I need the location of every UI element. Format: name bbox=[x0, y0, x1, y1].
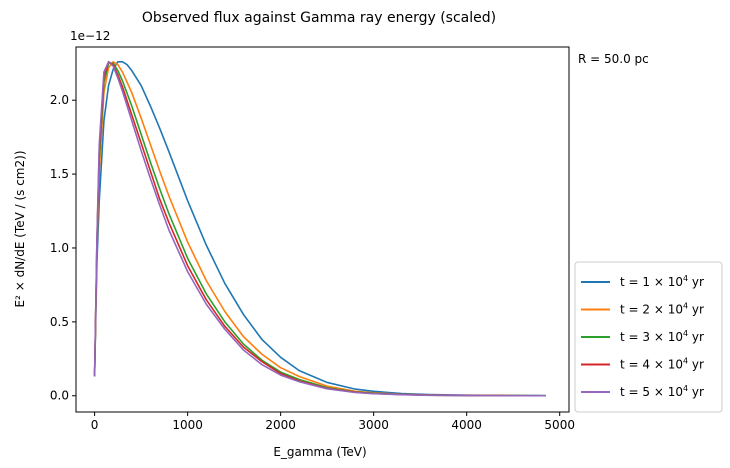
y-offset-label: 1e−12 bbox=[70, 29, 110, 43]
series-line-5 bbox=[93, 60, 546, 397]
legend-entry-label: t = 3 × 104 yr bbox=[620, 329, 704, 344]
plot-area bbox=[75, 46, 570, 413]
y-tick-label: 2.0 bbox=[50, 93, 69, 107]
legend-entry-label: t = 5 × 104 yr bbox=[620, 384, 704, 399]
y-tick-label: 0.5 bbox=[50, 315, 69, 329]
legend-entry-label: t = 4 × 104 yr bbox=[620, 357, 704, 372]
chart-title: Observed flux against Gamma ray energy (… bbox=[142, 10, 496, 26]
x-tick-label: 0 bbox=[91, 418, 99, 432]
x-tick-label: 3000 bbox=[358, 418, 389, 432]
legend: t = 1 × 104 yr t = 2 × 104 yr t = 3 × 104 … bbox=[574, 261, 723, 413]
x-tick-label: 4000 bbox=[451, 418, 482, 432]
series-lines bbox=[93, 60, 546, 397]
y-axis-ticks: 0.0 0.5 1.0 1.5 2.0 bbox=[50, 93, 76, 403]
y-axis-label: E² × dN/dE (TeV / (s cm2)) bbox=[13, 151, 27, 308]
y-tick-label: 1.0 bbox=[50, 241, 69, 255]
x-tick-label: 1000 bbox=[172, 418, 203, 432]
annotation-radius: R = 50.0 pc bbox=[578, 52, 649, 66]
x-axis-label: E_gamma (TeV) bbox=[273, 445, 366, 459]
legend-entry-label: t = 2 × 104 yr bbox=[620, 302, 704, 317]
x-tick-label: 5000 bbox=[544, 418, 575, 432]
x-tick-label: 2000 bbox=[265, 418, 296, 432]
plot-frame bbox=[75, 46, 570, 413]
legend-box bbox=[574, 261, 723, 413]
series-line-1 bbox=[93, 60, 546, 397]
y-tick-label: 0.0 bbox=[50, 389, 69, 403]
legend-entry-label: t = 1 × 104 yr bbox=[620, 274, 704, 289]
x-axis-ticks: 0 1000 2000 3000 4000 5000 bbox=[91, 412, 575, 432]
y-tick-label: 1.5 bbox=[50, 167, 69, 181]
